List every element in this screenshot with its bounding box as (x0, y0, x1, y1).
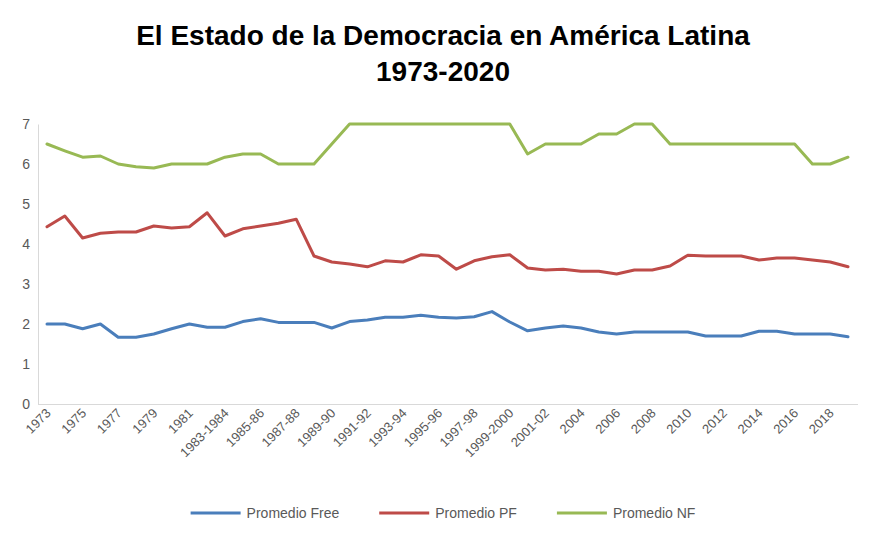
x-tick: 2014 (735, 404, 766, 437)
y-tick: 4 (22, 236, 38, 252)
x-tick-label: 1987-88 (258, 406, 302, 450)
x-axis: 197319751977197919811983-19841985-861987… (23, 404, 858, 460)
x-tick: 2004 (557, 404, 588, 437)
x-tick: 2006 (592, 404, 623, 437)
legend-label: Promedio Free (247, 505, 340, 521)
legend-swatch (191, 512, 241, 515)
y-tick-label: 7 (22, 116, 30, 132)
y-tick: 7 (22, 116, 38, 132)
y-tick-label: 3 (22, 276, 30, 292)
x-tick-label: 2016 (770, 406, 801, 437)
title-line: El Estado de la Democracia en América La… (136, 20, 750, 51)
x-tick: 1985-86 (223, 404, 267, 450)
x-tick-label: 2012 (699, 406, 730, 437)
x-tick-label: 2014 (735, 406, 766, 437)
x-tick: 1999-2000 (462, 404, 517, 460)
x-tick: 2016 (770, 404, 801, 437)
x-tick-label: 1985-86 (223, 406, 267, 450)
x-tick-label: 2004 (557, 406, 588, 437)
x-tick-label: 1977 (94, 406, 125, 437)
plot-area (47, 124, 848, 337)
x-tick: 1975 (58, 404, 89, 437)
x-tick-label: 1989-90 (294, 406, 338, 450)
x-tick-label: 1979 (129, 406, 160, 437)
series-line (47, 312, 848, 338)
x-tick: 1995-96 (401, 404, 445, 450)
y-tick-label: 2 (22, 316, 30, 332)
legend-item: Promedio NF (557, 505, 695, 521)
x-tick: 1973 (23, 404, 54, 437)
x-tick: 1989-90 (294, 404, 338, 450)
legend-swatch (557, 512, 607, 515)
x-tick: 1977 (94, 404, 125, 437)
legend-swatch (379, 512, 429, 515)
y-tick-label: 6 (22, 156, 30, 172)
y-tick: 6 (22, 156, 38, 172)
y-tick-label: 4 (22, 236, 30, 252)
y-tick: 0 (22, 396, 38, 412)
y-tick: 2 (22, 316, 38, 332)
x-tick: 2010 (663, 404, 694, 437)
x-tick: 1993-94 (365, 404, 409, 450)
x-tick-label: 1981 (165, 406, 196, 437)
x-tick-label: 1993-94 (365, 406, 409, 450)
x-tick-label: 1983-1984 (177, 406, 232, 461)
y-tick-label: 1 (22, 356, 30, 372)
y-tick: 5 (22, 196, 38, 212)
y-tick: 3 (22, 276, 38, 292)
y-axis-line (38, 125, 39, 405)
x-tick: 1983-1984 (177, 404, 232, 460)
y-tick-label: 0 (22, 396, 30, 412)
x-tick-label: 2010 (663, 406, 694, 437)
x-tick: 2001-02 (508, 404, 552, 450)
x-tick: 2012 (699, 404, 730, 437)
x-tick: 1979 (129, 404, 160, 437)
legend-item: Promedio Free (191, 505, 340, 521)
title: El Estado de la Democracia en América La… (136, 20, 750, 87)
title-line: 1973-2020 (376, 56, 510, 87)
legend: Promedio Free Promedio PF Promedio NF (191, 505, 696, 521)
y-tick: 1 (22, 356, 38, 372)
x-tick-label: 2008 (628, 406, 659, 437)
x-tick: 1991-92 (330, 404, 374, 450)
series-line (47, 124, 848, 168)
x-tick: 1987-88 (258, 404, 302, 450)
x-tick-label: 1975 (58, 406, 89, 437)
x-tick-label: 1995-96 (401, 406, 445, 450)
x-tick-label: 1999-2000 (462, 406, 517, 461)
x-tick-label: 2018 (806, 406, 837, 437)
x-tick-label: 2001-02 (508, 406, 552, 450)
x-tick: 2008 (628, 404, 659, 437)
x-tick-label: 1973 (23, 406, 54, 437)
y-axis: 0 1 2 3 4 5 6 7 (22, 116, 38, 412)
legend-label: Promedio PF (435, 505, 517, 521)
x-tick-label: 2006 (592, 406, 623, 437)
chart: El Estado de la Democracia en América La… (0, 0, 886, 541)
x-tick-label: 1991-92 (330, 406, 374, 450)
x-tick: 1981 (165, 404, 196, 437)
legend-label: Promedio NF (613, 505, 695, 521)
y-tick-label: 5 (22, 196, 30, 212)
series-line (47, 213, 848, 274)
legend-item: Promedio PF (379, 505, 517, 521)
x-axis-line (38, 404, 858, 405)
x-tick: 2018 (806, 404, 837, 437)
